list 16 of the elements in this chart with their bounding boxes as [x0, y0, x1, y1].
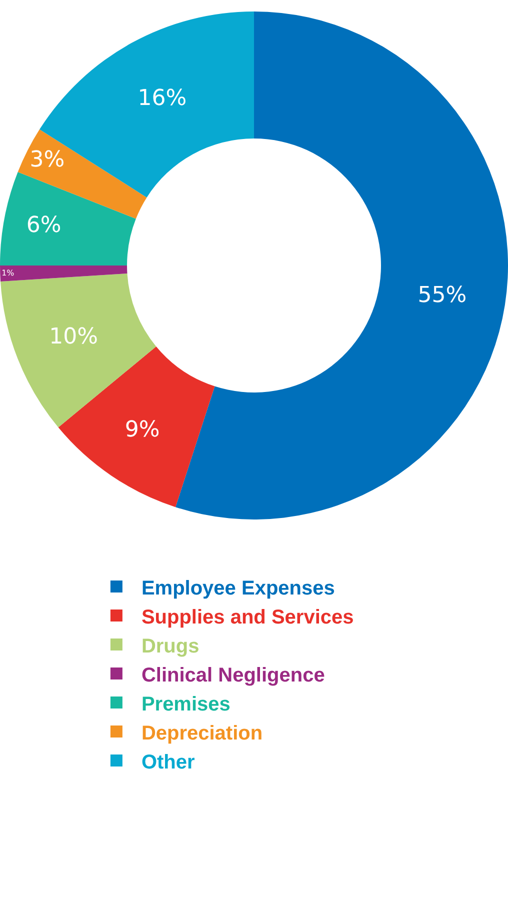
legend-label: Premises: [141, 693, 230, 716]
data-label: 3%: [30, 148, 65, 173]
legend-label: Depreciation: [141, 722, 263, 744]
data-label: 16%: [138, 86, 187, 112]
donut-slice: [58, 346, 215, 508]
data-label: 10%: [49, 324, 98, 350]
donut-slice: [0, 172, 136, 266]
legend-label: Supplies and Services: [141, 606, 354, 628]
data-label: 6%: [26, 212, 62, 238]
data-label: 9%: [124, 417, 160, 442]
data-label: 55%: [418, 282, 467, 308]
legend-label: Employee Expenses: [141, 577, 335, 600]
legend-label: Drugs: [141, 635, 200, 658]
legend-label: Other: [141, 751, 195, 774]
legend-label: Clinical Negligence: [141, 664, 325, 686]
donut-slice: [0, 266, 128, 282]
